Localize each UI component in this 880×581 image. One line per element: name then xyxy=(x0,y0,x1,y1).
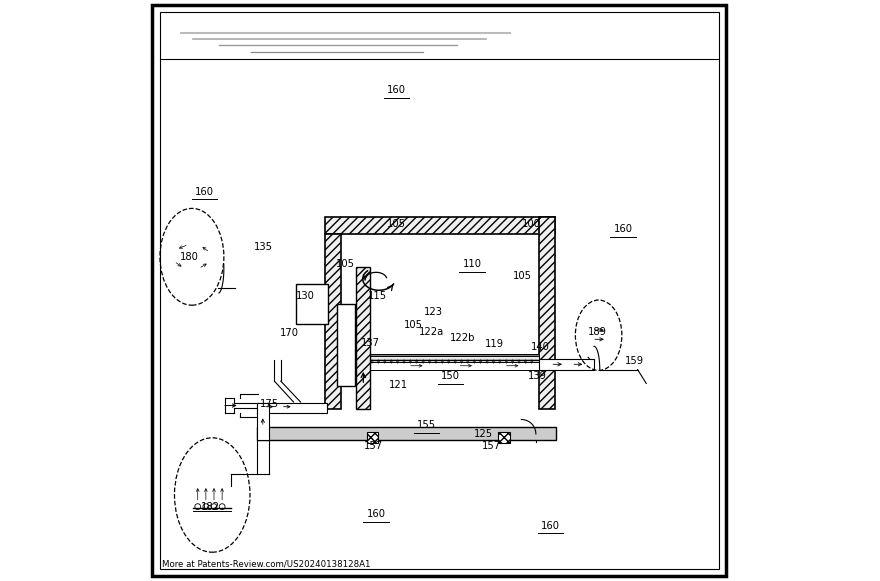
Text: 137: 137 xyxy=(362,338,380,348)
Text: 160: 160 xyxy=(195,187,214,197)
Bar xyxy=(325,234,341,409)
Bar xyxy=(257,403,326,413)
Text: 180: 180 xyxy=(180,252,199,262)
Text: 159: 159 xyxy=(625,356,644,367)
Text: 160: 160 xyxy=(541,521,560,531)
Bar xyxy=(325,217,555,234)
Text: 140: 140 xyxy=(531,342,549,353)
Text: 100: 100 xyxy=(522,219,540,229)
Text: 130: 130 xyxy=(297,291,315,302)
Text: 160: 160 xyxy=(367,509,385,519)
Bar xyxy=(341,234,539,409)
Text: 121: 121 xyxy=(389,379,407,390)
Bar xyxy=(337,304,355,386)
Text: 189: 189 xyxy=(588,327,607,338)
Bar xyxy=(539,217,555,409)
Text: 110: 110 xyxy=(463,259,481,270)
Text: 155: 155 xyxy=(417,420,436,431)
Text: 160: 160 xyxy=(387,85,406,95)
Text: 139: 139 xyxy=(528,371,547,382)
Text: 170: 170 xyxy=(280,328,298,338)
Text: 160: 160 xyxy=(613,224,633,235)
Text: 105: 105 xyxy=(513,271,532,281)
Text: 125: 125 xyxy=(473,429,493,439)
Text: 157: 157 xyxy=(363,441,383,451)
Text: 150: 150 xyxy=(441,371,460,382)
Text: 105: 105 xyxy=(387,219,406,229)
Text: 157: 157 xyxy=(481,441,501,451)
Bar xyxy=(367,362,539,370)
Bar xyxy=(297,284,328,324)
Text: More at Patents-Review.com/US20240138128A1: More at Patents-Review.com/US20240138128… xyxy=(162,560,370,568)
Bar xyxy=(367,432,378,443)
Text: 105: 105 xyxy=(404,320,423,331)
Text: 122a: 122a xyxy=(419,327,444,338)
Text: 105: 105 xyxy=(336,259,355,270)
Text: 182: 182 xyxy=(201,501,220,512)
Bar xyxy=(356,267,370,409)
Text: 122b: 122b xyxy=(450,333,475,343)
Bar xyxy=(257,427,556,440)
Bar xyxy=(367,354,539,362)
Text: 175: 175 xyxy=(260,399,279,409)
Text: 119: 119 xyxy=(485,339,503,349)
Bar xyxy=(539,359,594,370)
Bar xyxy=(257,403,268,440)
Bar xyxy=(498,432,510,443)
Text: 115: 115 xyxy=(368,291,387,302)
Text: 135: 135 xyxy=(253,242,273,252)
Text: 123: 123 xyxy=(424,307,444,317)
